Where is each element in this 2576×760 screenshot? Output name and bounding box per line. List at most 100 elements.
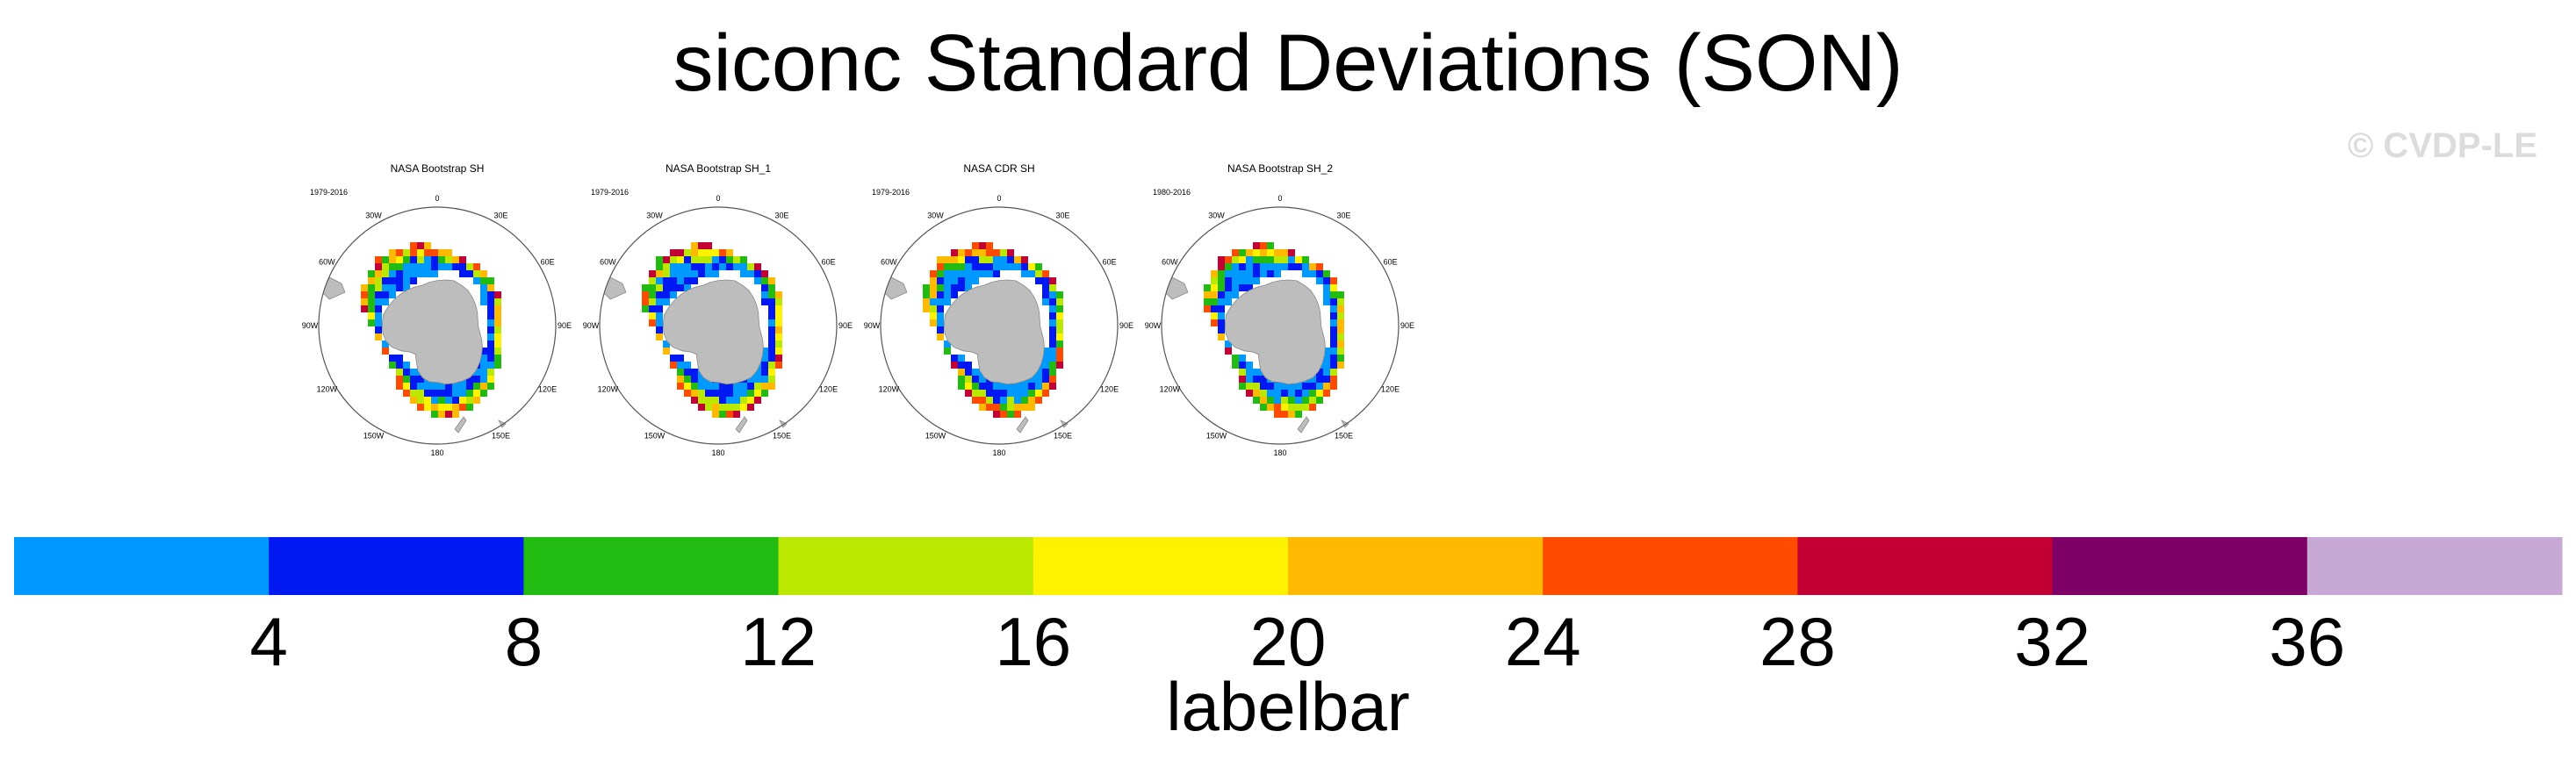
ice-cell [1049, 277, 1056, 284]
ice-cell [670, 291, 677, 298]
ice-cell [1021, 397, 1028, 404]
ice-cell [445, 397, 452, 404]
ice-cell [965, 284, 972, 291]
ice-cell [1330, 369, 1337, 376]
ice-cell [480, 369, 487, 376]
ice-cell [1316, 376, 1323, 383]
ice-cell [459, 397, 466, 404]
ice-cell [410, 277, 417, 284]
ice-cell [1281, 411, 1288, 418]
ice-cell [403, 277, 410, 284]
ice-cell [642, 284, 649, 291]
ice-cell [1042, 291, 1049, 298]
ice-cell [1218, 298, 1225, 305]
ice-cell [733, 411, 740, 418]
ice-cell [1218, 277, 1225, 284]
panel-title: NASA Bootstrap SH_2 [1227, 162, 1333, 175]
ice-cell [480, 355, 487, 362]
south-america-landmass [1162, 272, 1189, 300]
ice-cell [445, 263, 452, 270]
tasmania-landmass [498, 419, 507, 428]
ice-cell [965, 277, 972, 284]
ice-cell [1042, 369, 1049, 376]
ice-cell [375, 298, 382, 305]
ice-cell [1274, 390, 1281, 397]
ice-cell [754, 383, 761, 390]
ice-cell [930, 291, 937, 298]
ice-cell [1260, 256, 1267, 263]
ice-cell [1232, 256, 1239, 263]
ice-cell [1316, 263, 1323, 270]
ice-cell [424, 397, 431, 404]
ice-cell [1014, 263, 1021, 270]
ice-cell [698, 263, 705, 270]
ice-cell [698, 242, 705, 249]
ice-cell [368, 277, 375, 284]
ice-cell [1049, 348, 1056, 355]
ice-cell [649, 319, 656, 326]
new-zealand-landmass [1297, 416, 1310, 434]
ice-cell [754, 369, 761, 376]
ice-cell [480, 362, 487, 369]
ice-cell [1302, 256, 1309, 263]
ice-cell [1337, 333, 1344, 341]
ice-cell [1246, 263, 1253, 270]
map-panel: 0 30E 60E 90E 120E 150E 180 150W 120W 90W 60W 30W NA… [864, 162, 1133, 457]
ice-cell [684, 383, 691, 390]
ice-cell [473, 270, 480, 277]
ice-cell [1042, 362, 1049, 369]
south-america-landmass [320, 272, 346, 300]
ice-cell [1281, 404, 1288, 411]
ice-cell [1274, 383, 1281, 390]
ice-cell [403, 270, 410, 277]
longitude-label: 30E [1055, 211, 1069, 219]
ice-cell [712, 397, 719, 404]
ice-cell [375, 305, 382, 312]
longitude-label: 150E [773, 432, 791, 441]
ice-cell [726, 383, 733, 390]
longitude-label: 30W [646, 211, 663, 219]
ice-cell [410, 270, 417, 277]
ice-cell [951, 263, 958, 270]
ice-cell [1323, 383, 1330, 390]
ice-cell [993, 249, 1000, 256]
ice-cell [1014, 397, 1021, 404]
ice-cell [965, 256, 972, 263]
ice-cell [1021, 270, 1028, 277]
ice-cell [368, 291, 375, 298]
ice-cell [459, 390, 466, 397]
longitude-label: 150W [1206, 432, 1227, 441]
ice-cell [1309, 263, 1316, 270]
ice-cell [663, 341, 670, 348]
ice-cell [684, 263, 691, 270]
ice-cell [487, 312, 494, 319]
ice-cell [1260, 242, 1267, 249]
ice-cell [761, 291, 768, 298]
ice-cell [1204, 305, 1211, 312]
ice-cell [761, 270, 768, 277]
ice-cell [1267, 383, 1274, 390]
ice-cell [417, 383, 424, 390]
ice-cell [396, 369, 403, 376]
ice-cell [382, 348, 389, 355]
map-panels: 0 30E 60E 90E 120E 150E 180 150W 120W 90W 60W 30W NA… [302, 162, 1414, 457]
ice-cell [1302, 404, 1309, 411]
ice-cell [1042, 383, 1049, 390]
ice-cell [768, 348, 775, 355]
ice-cell [684, 270, 691, 277]
ice-cell [1323, 390, 1330, 397]
ice-cell [452, 256, 459, 263]
ice-cell [1330, 383, 1337, 390]
ice-cell [1274, 270, 1281, 277]
ice-cell [1000, 249, 1007, 256]
ice-cell [937, 298, 944, 305]
ice-cell [670, 362, 677, 369]
longitude-label: 0 [716, 194, 720, 203]
ice-cell [473, 277, 480, 284]
ice-cell [951, 270, 958, 277]
ice-cell [1014, 390, 1021, 397]
ice-cell [768, 305, 775, 312]
ice-cell [1232, 284, 1239, 291]
longitude-label: 150W [925, 432, 946, 441]
ice-cell [691, 249, 698, 256]
